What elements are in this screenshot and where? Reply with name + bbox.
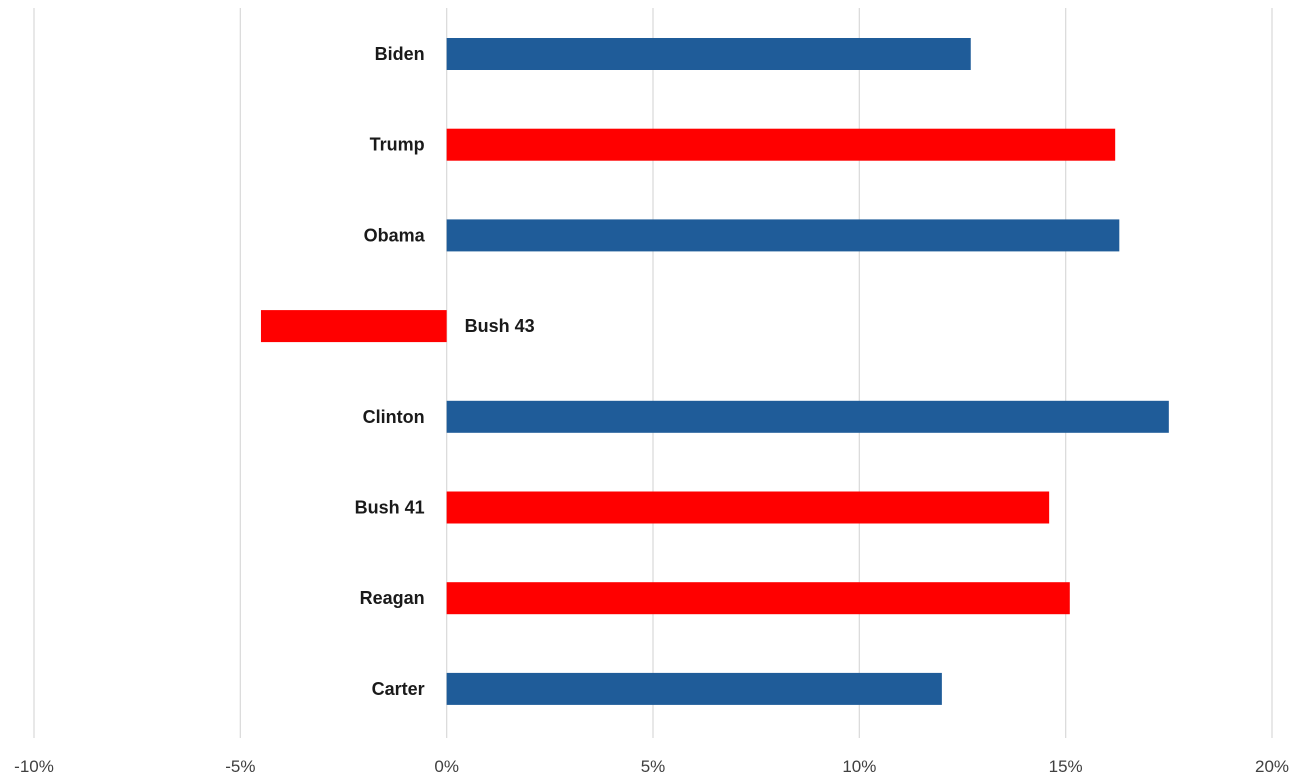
bar	[446, 400, 1169, 433]
category-label: Clinton	[363, 407, 425, 427]
category-label: Bush 43	[465, 316, 535, 336]
category-label: Biden	[375, 44, 425, 64]
bar	[260, 310, 447, 343]
x-tick-label: 0%	[434, 757, 459, 776]
bar	[446, 672, 942, 705]
x-tick-label: 5%	[641, 757, 666, 776]
x-tick-label: -10%	[14, 757, 54, 776]
category-label: Obama	[364, 225, 426, 245]
category-label: Carter	[372, 679, 425, 699]
bar	[446, 582, 1070, 615]
bar	[446, 128, 1116, 161]
bar	[446, 491, 1050, 524]
category-label: Bush 41	[355, 498, 425, 518]
category-label: Reagan	[360, 588, 425, 608]
bar	[446, 38, 971, 70]
x-tick-label: 10%	[842, 757, 876, 776]
gridlines	[33, 8, 1273, 738]
x-tick-label: 20%	[1255, 757, 1289, 776]
x-tick-label: 15%	[1049, 757, 1083, 776]
x-tick-label: -5%	[225, 757, 255, 776]
category-label: Trump	[370, 135, 425, 155]
bar	[446, 219, 1120, 252]
category-labels: Biden Trump Obama Bush 43 Clinton Bush 41 Reag…	[355, 44, 535, 699]
bars	[260, 38, 1169, 705]
x-axis-tick-labels: -10% -5% 0% 5% 10% 15% 20%	[14, 757, 1289, 776]
